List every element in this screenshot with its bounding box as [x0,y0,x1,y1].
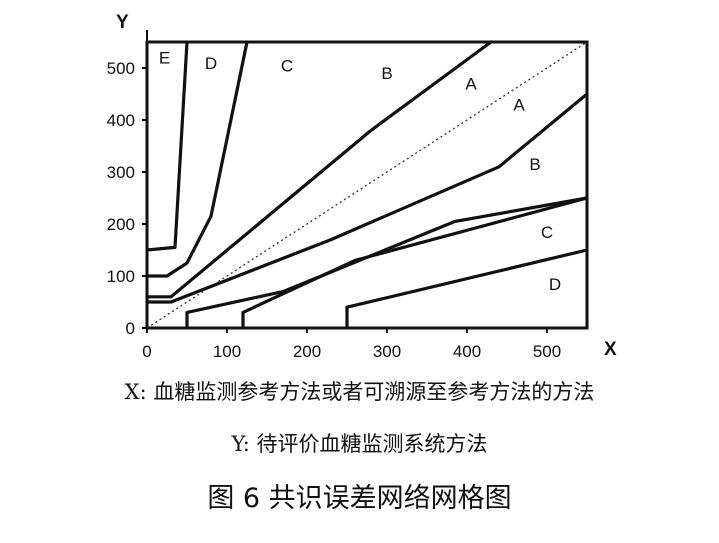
zone-label-d: D [549,275,561,294]
y-tick-label: 300 [107,163,135,182]
zone-label-e: E [159,49,170,68]
x-tick-label: 500 [533,342,561,361]
x-tick-label: 300 [373,342,401,361]
error-grid-figure: 0 100 200 300 400 500 0 100 200 300 400 500 E D C B A A… [107,12,617,361]
zone-boundary-2 [145,40,249,278]
x-tick-label: 100 [213,342,241,361]
zone-boundary-3 [145,40,493,299]
plot-frame [145,30,589,330]
x-tick-label: 0 [142,342,151,361]
x-tick-label: 400 [453,342,481,361]
zone-boundary-1 [145,40,189,252]
zone-label-c: C [541,223,553,242]
zone-boundary-4 [145,92,589,304]
zone-labels: E D C B A A B C D [159,49,561,294]
x-axis-description: X: 血糖监测参考方法或者可溯源至参考方法的方法 [124,380,595,404]
y-axis-description: Y: 待评价血糖监测系统方法 [231,432,488,456]
y-tick-label: 100 [107,267,135,286]
zone-label-c: C [281,56,293,75]
zone-boundaries [145,40,589,330]
error-grid-svg: 0 100 200 300 400 500 0 100 200 300 400 500 E D C B A A… [107,12,617,361]
zone-label-a: A [465,75,477,94]
zone-boundary-7 [345,248,589,330]
zone-boundary-6 [241,196,589,330]
zone-boundary-5 [185,196,589,330]
zone-label-b: B [529,155,540,174]
zone-label-d: D [205,54,217,73]
zone-label-b: B [381,64,392,83]
y-tick-label: 400 [107,111,135,130]
y-tick-label: 200 [107,215,135,234]
zone-label-a: A [513,95,525,114]
y-tick-label: 0 [126,319,135,338]
x-tick-label: 200 [293,342,321,361]
figure-title: 图 6 共识误差网络网格图 [207,483,512,514]
y-tick-label: 500 [107,59,135,78]
y-tick-labels: 0 100 200 300 400 500 [107,59,147,338]
y-axis-label: Y [116,12,129,33]
x-axis-label: X [604,339,617,360]
x-tick-labels: 0 100 200 300 400 500 [142,328,561,361]
